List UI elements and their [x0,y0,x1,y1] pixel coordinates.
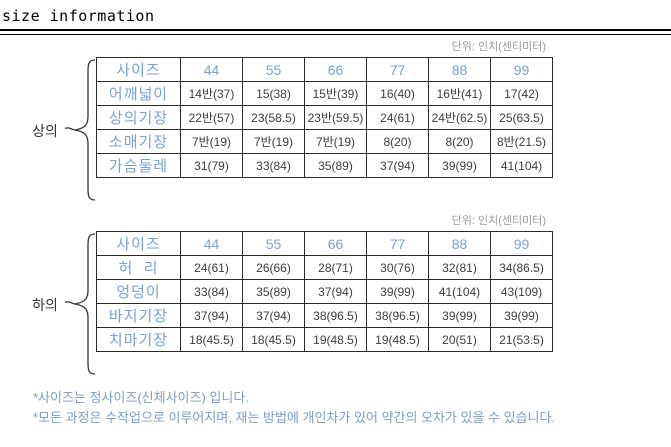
value-cell: 30(76) [366,255,429,280]
value-cell: 24(61) [366,105,429,130]
value-cell: 26(66) [242,255,305,280]
table-header-row: 사이즈 44 55 66 77 88 99 [96,57,553,82]
value-cell: 18(45.5) [242,327,305,352]
size-col-header: 66 [304,57,367,82]
note-line-1: *사이즈는 정사이즈(신체사이즈) 입니다. [33,390,249,405]
row-label-cell: 치마기장 [96,327,181,352]
value-cell: 39(99) [490,303,553,328]
value-cell: 17(42) [490,81,553,106]
size-col-header: 88 [428,231,491,256]
unit-label-top: 단위: 인치(센티미터) [451,41,546,53]
brace-bottoms [63,231,97,377]
table-row: 어깨넓이 14반(37) 15(38) 15반(39) 16(40) 16반(41) 17(… [96,81,553,106]
value-cell: 22반(57) [180,105,243,130]
value-cell: 15반(39) [304,81,367,106]
size-col-header: 88 [428,57,491,82]
brace-tops [63,57,97,203]
value-cell: 38(96.5) [304,303,367,328]
row-label-cell: 엉덩이 [96,279,181,304]
size-col-header: 55 [242,231,305,256]
table-row: 허 리 24(61) 26(66) 28(71) 30(76) 32(81) 34(86.5… [96,255,553,280]
size-col-header: 99 [490,231,553,256]
value-cell: 19(48.5) [304,327,367,352]
value-cell: 24반(62.5) [428,105,491,130]
value-cell: 37(94) [242,303,305,328]
value-cell: 35(89) [242,279,305,304]
title-double-rule [0,29,671,35]
row-label-cell: 가슴둘레 [96,153,181,178]
value-cell: 7반(19) [242,129,305,154]
value-cell: 14반(37) [180,81,243,106]
table-row: 치마기장 18(45.5) 18(45.5) 19(48.5) 19(48.5) 20(5… [96,327,553,352]
table-row: 엉덩이 33(84) 35(89) 37(94) 39(99) 41(104) 43(109… [96,279,553,304]
value-cell: 20(51) [428,327,491,352]
value-cell: 43(109) [490,279,553,304]
value-cell: 39(99) [366,279,429,304]
size-col-header: 99 [490,57,553,82]
value-cell: 39(99) [428,153,491,178]
value-cell: 7반(19) [180,129,243,154]
table-row: 상의기장 22반(57) 23(58.5) 23반(59.5) 24(61) 24반(62… [96,105,553,130]
value-cell: 8(20) [428,129,491,154]
value-cell: 38(96.5) [366,303,429,328]
value-cell: 33(84) [242,153,305,178]
value-cell: 41(104) [490,153,553,178]
value-cell: 34(86.5) [490,255,553,280]
value-cell: 18(45.5) [180,327,243,352]
table-row: 소매기장 7반(19) 7반(19) 7반(19) 8(20) 8(20) 8반(21.5) [96,129,553,154]
value-cell: 19(48.5) [366,327,429,352]
size-col-header: 66 [304,231,367,256]
unit-label-bottom: 단위: 인치(센티미터) [451,215,546,227]
value-cell: 16반(41) [428,81,491,106]
table-header-row: 사이즈 44 55 66 77 88 99 [96,231,553,256]
group-label-bottoms: 하의 [32,297,58,313]
note-line-2: *모든 과정은 수작업으로 이루어지며, 재는 방법에 개인차가 있어 약간의 … [33,410,556,425]
value-cell: 35(89) [304,153,367,178]
row-label-cell: 바지기장 [96,303,181,328]
value-cell: 25(63.5) [490,105,553,130]
value-cell: 8(20) [366,129,429,154]
table-row: 바지기장 37(94) 37(94) 38(96.5) 38(96.5) 39(99) 39… [96,303,553,328]
size-table-tops: 사이즈 44 55 66 77 88 99 어깨넓이 14반(37) 15(38) 15반(39)… [96,57,553,178]
row-label-cell: 어깨넓이 [96,81,181,106]
value-cell: 31(79) [180,153,243,178]
row-label-cell: 허 리 [96,255,181,280]
group-label-tops: 상의 [32,123,58,139]
size-table-bottoms: 사이즈 44 55 66 77 88 99 허 리 24(61) 26(66) 28(71) 30(… [96,231,553,352]
value-cell: 15(38) [242,81,305,106]
value-cell: 8반(21.5) [490,129,553,154]
table-row: 가슴둘레 31(79) 33(84) 35(89) 37(94) 39(99) 41(104… [96,153,553,178]
value-cell: 32(81) [428,255,491,280]
value-cell: 41(104) [428,279,491,304]
size-col-header: 55 [242,57,305,82]
size-col-header: 77 [366,57,429,82]
value-cell: 37(94) [304,279,367,304]
value-cell: 33(84) [180,279,243,304]
value-cell: 7반(19) [304,129,367,154]
value-cell: 37(94) [180,303,243,328]
size-col-header: 44 [180,231,243,256]
value-cell: 21(53.5) [490,327,553,352]
value-cell: 23(58.5) [242,105,305,130]
size-col-header: 44 [180,57,243,82]
size-header-label: 사이즈 [96,231,181,256]
row-label-cell: 상의기장 [96,105,181,130]
value-cell: 39(99) [428,303,491,328]
page-title: size information [2,7,155,25]
value-cell: 24(61) [180,255,243,280]
row-label-cell: 소매기장 [96,129,181,154]
size-header-label: 사이즈 [96,57,181,82]
value-cell: 37(94) [366,153,429,178]
value-cell: 23반(59.5) [304,105,367,130]
size-col-header: 77 [366,231,429,256]
value-cell: 16(40) [366,81,429,106]
value-cell: 28(71) [304,255,367,280]
